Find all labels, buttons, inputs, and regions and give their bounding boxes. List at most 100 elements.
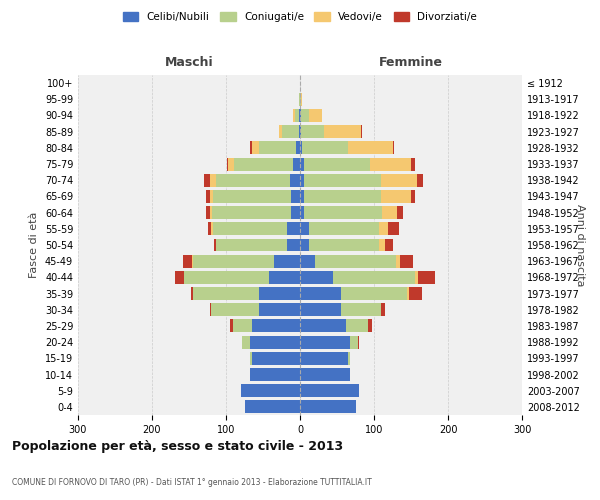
Bar [300, 109, 301, 122]
Bar [300, 222, 309, 235]
Bar [293, 109, 295, 122]
Bar [250, 336, 300, 348]
Bar [341, 304, 382, 316]
Bar [299, 125, 300, 138]
Bar [304, 190, 382, 203]
Bar [259, 142, 296, 154]
Bar [214, 190, 291, 203]
Bar [300, 384, 359, 397]
Bar [407, 287, 409, 300]
Bar [300, 93, 301, 106]
Bar [304, 174, 382, 186]
Bar [206, 190, 210, 203]
Text: COMUNE DI FORNOVO DI TARO (PR) - Dati ISTAT 1° gennaio 2013 - Elaborazione TUTTI: COMUNE DI FORNOVO DI TARO (PR) - Dati IS… [12, 478, 372, 487]
Bar [396, 254, 400, 268]
Bar [252, 320, 300, 332]
Bar [388, 222, 399, 235]
Bar [300, 368, 350, 381]
Bar [228, 158, 234, 170]
Bar [348, 142, 392, 154]
Bar [210, 190, 214, 203]
Bar [309, 109, 322, 122]
Bar [358, 336, 359, 348]
Bar [250, 368, 300, 381]
Bar [210, 174, 215, 186]
Bar [300, 254, 315, 268]
Bar [304, 158, 370, 170]
Bar [301, 109, 309, 122]
Bar [214, 238, 215, 252]
Bar [302, 142, 348, 154]
Bar [334, 271, 415, 284]
Bar [211, 304, 259, 316]
Bar [379, 238, 385, 252]
Bar [300, 352, 348, 365]
Bar [206, 206, 210, 219]
Bar [217, 238, 287, 252]
Bar [300, 142, 302, 154]
Bar [274, 254, 300, 268]
Y-axis label: Fasce di età: Fasce di età [29, 212, 39, 278]
Bar [287, 238, 300, 252]
Bar [293, 158, 300, 170]
Bar [300, 400, 356, 413]
Bar [230, 320, 233, 332]
Bar [291, 190, 300, 203]
Bar [348, 352, 350, 365]
Bar [382, 206, 397, 219]
Bar [259, 287, 300, 300]
Bar [191, 287, 193, 300]
Bar [227, 158, 228, 170]
Bar [346, 320, 368, 332]
Bar [300, 336, 350, 348]
Bar [304, 206, 382, 219]
Bar [287, 222, 300, 235]
Bar [300, 238, 309, 252]
Bar [361, 125, 362, 138]
Bar [300, 304, 341, 316]
Bar [382, 174, 417, 186]
Bar [301, 125, 323, 138]
Bar [233, 320, 252, 332]
Bar [291, 206, 300, 219]
Y-axis label: Anni di nascita: Anni di nascita [575, 204, 585, 286]
Bar [300, 174, 304, 186]
Bar [411, 190, 415, 203]
Bar [282, 125, 299, 138]
Bar [368, 320, 372, 332]
Bar [192, 254, 193, 268]
Bar [208, 222, 211, 235]
Bar [397, 206, 403, 219]
Bar [300, 190, 304, 203]
Bar [300, 287, 341, 300]
Bar [418, 271, 434, 284]
Bar [300, 158, 304, 170]
Bar [250, 352, 252, 365]
Bar [290, 174, 300, 186]
Bar [242, 336, 250, 348]
Bar [385, 238, 392, 252]
Bar [315, 254, 396, 268]
Bar [341, 287, 407, 300]
Bar [417, 174, 423, 186]
Bar [300, 320, 346, 332]
Bar [382, 304, 385, 316]
Bar [175, 271, 184, 284]
Bar [278, 125, 282, 138]
Bar [409, 287, 422, 300]
Text: Popolazione per età, sesso e stato civile - 2013: Popolazione per età, sesso e stato civil… [12, 440, 343, 453]
Bar [415, 271, 418, 284]
Bar [382, 190, 411, 203]
Legend: Celibi/Nubili, Coniugati/e, Vedovi/e, Divorziati/e: Celibi/Nubili, Coniugati/e, Vedovi/e, Di… [119, 8, 481, 26]
Bar [184, 271, 269, 284]
Bar [210, 304, 211, 316]
Bar [215, 238, 217, 252]
Bar [193, 254, 274, 268]
Bar [300, 206, 304, 219]
Bar [299, 93, 300, 106]
Bar [193, 287, 259, 300]
Bar [252, 142, 259, 154]
Bar [215, 174, 290, 186]
Text: Femmine: Femmine [379, 56, 443, 68]
Bar [400, 254, 413, 268]
